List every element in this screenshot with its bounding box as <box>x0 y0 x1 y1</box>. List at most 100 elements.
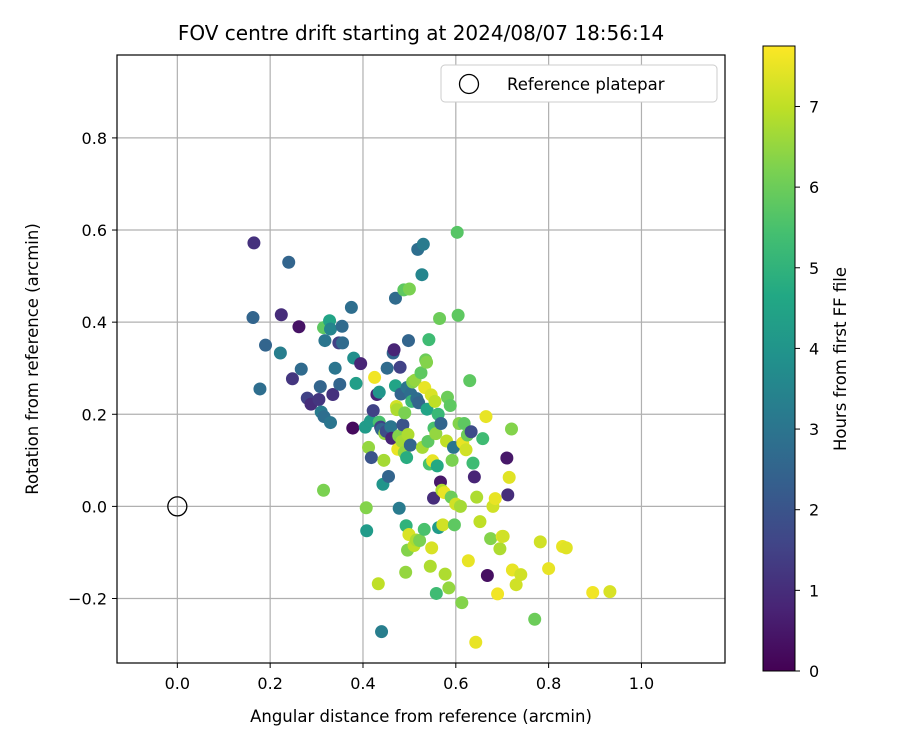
data-point <box>368 370 382 384</box>
data-point <box>398 406 412 420</box>
data-point <box>429 427 443 441</box>
data-point <box>328 361 342 375</box>
data-point <box>453 499 467 513</box>
data-point <box>586 586 600 600</box>
data-point <box>323 416 337 430</box>
data-point <box>346 421 360 435</box>
data-point <box>388 291 402 305</box>
x-tick-label: 0.6 <box>443 674 468 693</box>
data-point <box>396 418 410 432</box>
data-point <box>354 357 368 371</box>
axis-ticks: 0.0 0.2 0.4 0.6 0.8 1.0 0.8 0.6 0.4 0.2 0.0 −0.2 <box>68 129 654 693</box>
data-point <box>464 425 478 439</box>
data-point <box>317 483 331 497</box>
data-point <box>429 586 443 600</box>
data-point <box>442 581 456 595</box>
data-point <box>533 535 547 549</box>
data-point <box>323 322 337 336</box>
data-point <box>443 399 457 413</box>
data-point <box>417 522 431 536</box>
data-point <box>335 319 349 333</box>
data-point <box>466 456 480 470</box>
data-point <box>362 440 376 454</box>
y-tick-label: 0.6 <box>82 221 107 240</box>
colorbar-tick-label: 4 <box>809 339 819 358</box>
data-point <box>496 529 510 543</box>
data-point <box>509 578 523 592</box>
y-tick-label: 0.4 <box>82 313 107 332</box>
data-point <box>401 428 415 442</box>
data-point <box>312 393 326 407</box>
data-point <box>344 300 358 314</box>
data-point <box>402 282 416 296</box>
data-point <box>436 518 450 532</box>
data-point <box>382 469 396 483</box>
data-point <box>414 366 428 380</box>
data-point <box>285 372 299 386</box>
data-point <box>421 434 435 448</box>
data-point <box>400 451 414 465</box>
colorbar-tick-label: 6 <box>809 178 819 197</box>
data-point <box>603 585 617 599</box>
data-point <box>434 416 448 430</box>
data-point <box>461 554 475 568</box>
data-point <box>425 541 439 555</box>
data-point <box>420 355 434 369</box>
data-point <box>505 422 519 436</box>
x-axis-title: Angular distance from reference (arcmin) <box>250 707 592 726</box>
data-point <box>336 336 350 350</box>
data-point <box>528 612 542 626</box>
x-tick-label: 1.0 <box>629 674 654 693</box>
y-tick-label: 0.8 <box>82 129 107 148</box>
data-point <box>294 362 308 376</box>
data-point <box>491 587 505 601</box>
plot-area-frame <box>116 54 726 664</box>
data-point <box>484 532 498 546</box>
data-point <box>247 236 261 250</box>
data-point <box>380 361 394 375</box>
data-point <box>359 501 373 515</box>
data-point <box>445 453 459 467</box>
data-point <box>514 568 528 582</box>
data-point <box>377 453 391 467</box>
data-point <box>364 451 378 465</box>
data-point <box>501 488 515 502</box>
data-point <box>463 374 477 388</box>
gridlines <box>117 55 725 663</box>
legend-label: Reference platepar <box>507 75 665 94</box>
data-point <box>375 625 389 639</box>
data-point <box>433 311 447 325</box>
colorbar: 0 1 2 3 4 5 6 7 Hours from first FF file <box>762 45 850 681</box>
data-point <box>420 402 434 416</box>
data-point <box>559 541 573 555</box>
data-point <box>488 492 502 506</box>
colorbar-tick-label: 0 <box>809 662 819 681</box>
y-axis-title: Rotation from reference (arcmin) <box>23 223 42 495</box>
legend: Reference platepar <box>440 64 718 103</box>
data-point <box>470 490 484 504</box>
data-point <box>392 501 406 515</box>
data-point <box>292 320 306 334</box>
data-point <box>415 268 429 282</box>
x-tick-label: 0.2 <box>257 674 282 693</box>
data-point <box>282 255 296 269</box>
reference-point-marker <box>167 496 188 517</box>
data-point <box>371 577 385 591</box>
data-point <box>393 360 407 374</box>
colorbar-tick-label: 7 <box>809 97 819 116</box>
colorbar-tick-label: 1 <box>809 581 819 600</box>
legend-marker-icon <box>458 73 480 95</box>
data-point <box>451 308 465 322</box>
data-point <box>360 524 374 538</box>
data-point <box>401 334 415 348</box>
data-point <box>427 491 441 505</box>
data-point <box>413 533 427 547</box>
chart-title: FOV centre drift starting at 2024/08/07 … <box>178 21 664 45</box>
data-point <box>259 338 273 352</box>
colorbar-tick-label: 5 <box>809 259 819 278</box>
data-point <box>372 385 386 399</box>
data-point <box>399 565 413 579</box>
colorbar-gradient <box>762 45 796 672</box>
y-tick-label: 0.2 <box>82 405 107 424</box>
